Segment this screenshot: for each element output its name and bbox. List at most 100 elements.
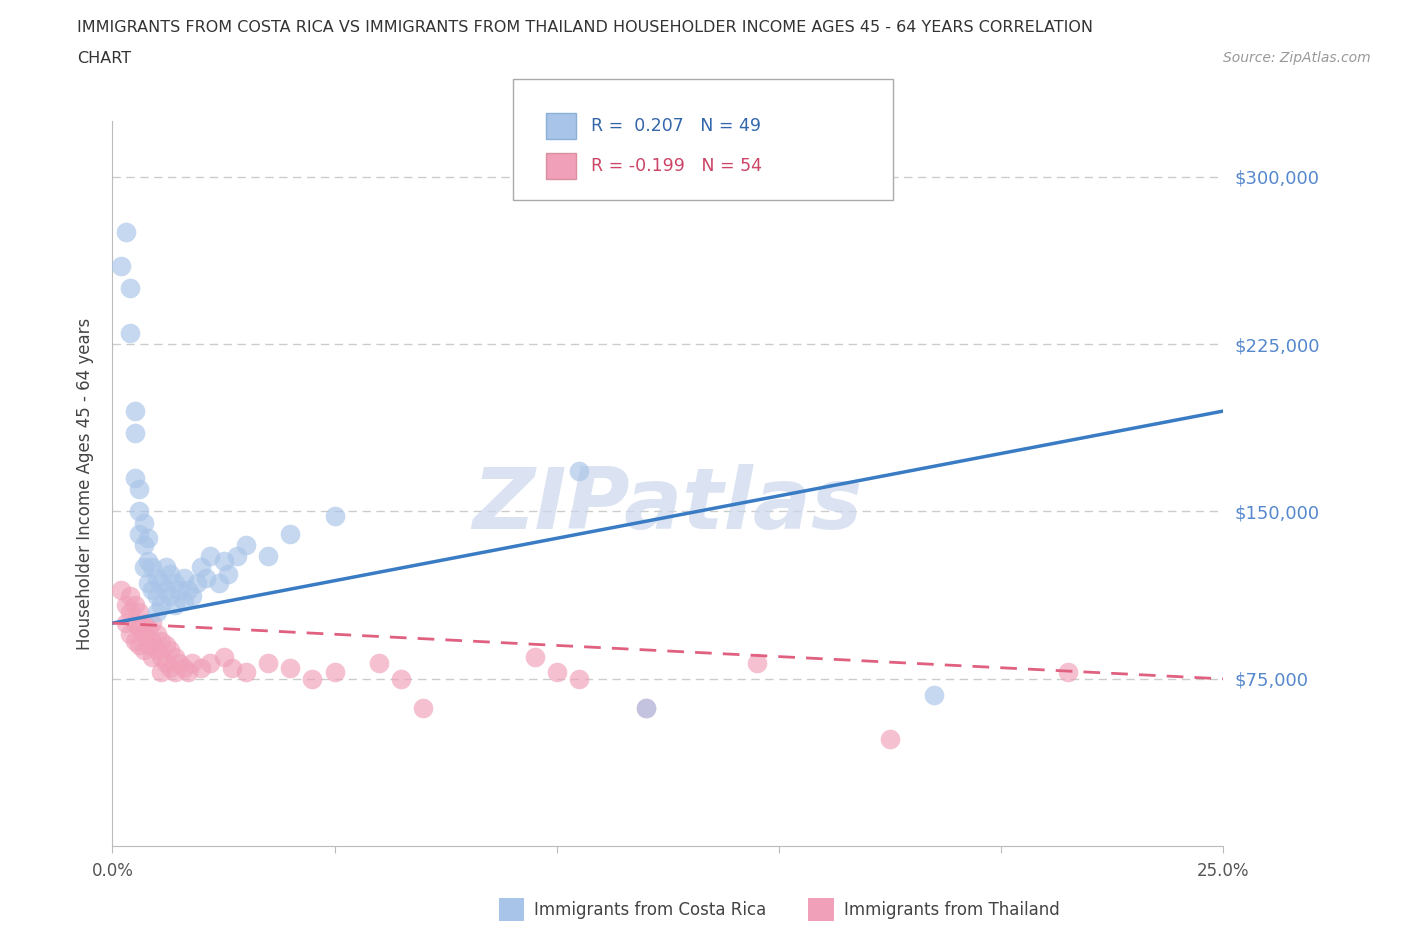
Point <box>167 656 190 671</box>
Point <box>155 560 177 575</box>
Point <box>155 638 177 653</box>
Point <box>924 687 946 702</box>
Point <box>163 665 186 680</box>
Point <box>114 225 136 240</box>
Point <box>150 576 173 591</box>
Point <box>568 671 591 686</box>
Point <box>159 643 181 658</box>
Point <box>177 665 200 680</box>
Text: IMMIGRANTS FROM COSTA RICA VS IMMIGRANTS FROM THAILAND HOUSEHOLDER INCOME AGES 4: IMMIGRANTS FROM COSTA RICA VS IMMIGRANTS… <box>77 20 1094 35</box>
Point <box>173 571 195 586</box>
Point <box>150 665 173 680</box>
Point <box>212 649 235 664</box>
Point <box>141 649 163 664</box>
Point <box>221 660 243 675</box>
Point <box>173 593 195 608</box>
Point <box>136 638 159 653</box>
Point <box>132 616 155 631</box>
Text: CHART: CHART <box>77 51 131 66</box>
Point <box>167 582 190 597</box>
Point <box>128 604 150 619</box>
Point <box>301 671 323 686</box>
Point <box>200 656 222 671</box>
Point <box>124 471 146 485</box>
Point <box>389 671 412 686</box>
Point <box>523 649 546 664</box>
Point <box>278 526 301 541</box>
Point <box>177 582 200 597</box>
Point <box>368 656 391 671</box>
Point <box>110 582 132 597</box>
Point <box>173 660 195 675</box>
Point <box>163 598 186 613</box>
Point <box>141 560 163 575</box>
Point <box>150 649 173 664</box>
Point <box>163 576 186 591</box>
Point <box>132 515 155 530</box>
Point <box>568 464 591 479</box>
Point <box>120 627 142 642</box>
Point <box>323 509 346 524</box>
Point <box>217 566 239 581</box>
Point <box>159 566 181 581</box>
Point <box>141 582 163 597</box>
Point <box>181 589 204 604</box>
Point <box>120 281 142 296</box>
Point <box>128 504 150 519</box>
Point <box>120 604 142 619</box>
Point <box>150 633 173 648</box>
Point <box>136 553 159 568</box>
Point <box>278 660 301 675</box>
Point <box>146 589 169 604</box>
Point <box>190 560 212 575</box>
Point <box>150 598 173 613</box>
Point <box>114 616 136 631</box>
Point <box>132 643 155 658</box>
Point <box>186 576 208 591</box>
Text: ZIPatlas: ZIPatlas <box>472 464 863 547</box>
Text: Source: ZipAtlas.com: Source: ZipAtlas.com <box>1223 51 1371 65</box>
Point <box>412 700 434 715</box>
Point <box>323 665 346 680</box>
Point <box>120 589 142 604</box>
Point <box>181 656 204 671</box>
Point <box>155 582 177 597</box>
Point <box>257 549 280 564</box>
Point <box>257 656 280 671</box>
Point <box>634 700 657 715</box>
Point <box>132 538 155 552</box>
Point <box>212 553 235 568</box>
Point <box>141 633 163 648</box>
Point <box>745 656 768 671</box>
Point <box>208 576 231 591</box>
Point <box>546 665 568 680</box>
Point <box>128 620 150 635</box>
Point <box>128 482 150 497</box>
Point <box>128 526 150 541</box>
Point <box>190 660 212 675</box>
Point <box>114 598 136 613</box>
Point <box>124 616 146 631</box>
Point <box>146 643 169 658</box>
Point <box>159 589 181 604</box>
Point <box>132 560 155 575</box>
Point <box>136 620 159 635</box>
Point <box>194 571 217 586</box>
Point <box>124 404 146 418</box>
Point <box>159 660 181 675</box>
Point <box>146 627 169 642</box>
Point <box>225 549 247 564</box>
Text: Immigrants from Costa Rica: Immigrants from Costa Rica <box>534 900 766 919</box>
Text: R = -0.199   N = 54: R = -0.199 N = 54 <box>591 157 762 175</box>
Point <box>146 571 169 586</box>
Point <box>132 627 155 642</box>
Point <box>120 326 142 340</box>
Point <box>128 638 150 653</box>
Point <box>634 700 657 715</box>
Point <box>124 633 146 648</box>
Point <box>146 604 169 619</box>
Point <box>136 531 159 546</box>
Point <box>124 426 146 441</box>
Text: Immigrants from Thailand: Immigrants from Thailand <box>844 900 1059 919</box>
Point <box>200 549 222 564</box>
